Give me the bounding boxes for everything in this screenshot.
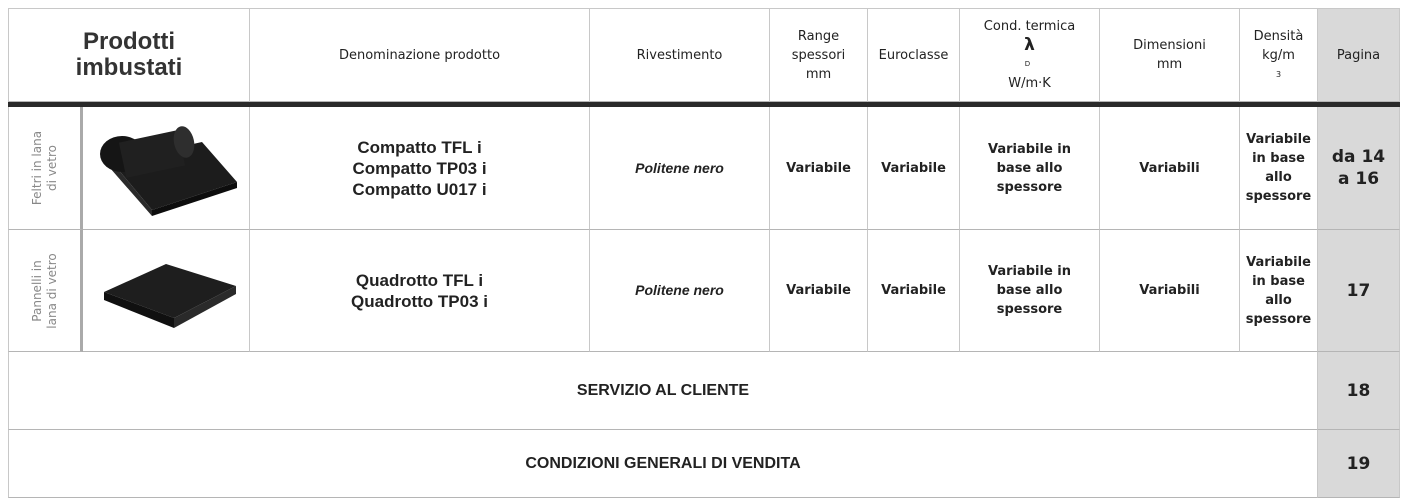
density-line: in base <box>1252 273 1305 289</box>
title-line: Prodotti <box>83 28 175 55</box>
product-image-roll <box>92 122 242 221</box>
euroclass-text: Variabile <box>881 160 946 176</box>
density-line: Variabile <box>1246 132 1311 147</box>
thickness-text: Variabile <box>786 283 851 298</box>
conductivity-line: base allo <box>996 160 1063 176</box>
superscript: 3 <box>1275 69 1282 79</box>
page-number: a 16 <box>1337 169 1380 189</box>
lambda-symbol: λ <box>1024 35 1035 55</box>
coating-text: Politene nero <box>635 159 724 176</box>
product-image-panel <box>96 252 241 341</box>
category-label: Feltri in lana di vetro <box>30 131 60 205</box>
density-line: allo <box>1265 292 1292 308</box>
product-name: Compatto U017 i <box>352 179 487 199</box>
header-text: Densità <box>1253 28 1304 44</box>
product-name: Quadrotto TFL i <box>355 270 484 290</box>
category-line: Feltri in lana <box>29 130 44 206</box>
header-cell: Denominazione prodotto <box>250 8 590 102</box>
category-line: Pannelli in <box>29 259 44 322</box>
product-name: Compatto TFL i <box>357 137 482 157</box>
header-cell: Dimensioni mm <box>1100 8 1240 102</box>
header-title: Prodotti imbustati <box>8 8 250 102</box>
title-line: imbustati <box>75 54 183 81</box>
conductivity-line: base allo <box>996 283 1063 298</box>
thickness-text: Variabile <box>786 160 851 176</box>
coating-cell: Politene nero <box>590 107 770 230</box>
product-name: Quadrotto TP03 i <box>351 291 488 311</box>
footer-page-cell: 18 <box>1318 352 1400 430</box>
category-cell: Feltri in lana di vetro <box>8 107 83 230</box>
image-cell <box>83 230 250 352</box>
conductivity-line: Variabile in <box>987 264 1072 279</box>
density-line: spessore <box>1245 189 1312 204</box>
page-number: 18 <box>1346 380 1371 401</box>
category-line: di vetro <box>44 145 59 191</box>
footer-label: CONDIZIONI GENERALI DI VENDITA <box>525 455 801 472</box>
dimensions-cell: Variabili <box>1100 107 1240 230</box>
footer-label-cell: SERVIZIO AL CLIENTE <box>8 352 1318 430</box>
footer-page-cell: 19 <box>1318 430 1400 498</box>
header-text: mm <box>1156 57 1183 72</box>
header-divider <box>8 102 1400 107</box>
header-text: Range <box>797 28 840 44</box>
header-cell: Cond. termica λ D W/m·K <box>960 8 1100 102</box>
euroclass-text: Variabile <box>881 283 946 298</box>
density-line: allo <box>1265 170 1292 185</box>
header-text: Euroclasse <box>878 47 949 63</box>
euroclass-cell: Variabile <box>868 230 960 352</box>
header-cell: Euroclasse <box>868 8 960 102</box>
conductivity-line: Variabile in <box>987 141 1072 157</box>
header-text: Cond. termica <box>983 19 1076 34</box>
roll-illustration <box>100 126 237 216</box>
header-text: spessori <box>791 47 846 63</box>
density-cell: Variabile in base allo spessore <box>1240 230 1318 352</box>
page-cell: 17 <box>1318 230 1400 352</box>
category-line: lana di vetro <box>44 252 59 329</box>
category-label: Pannelli in lana di vetro <box>30 253 60 328</box>
product-cell: Quadrotto TFL i Quadrotto TP03 i <box>250 230 590 352</box>
density-line: spessore <box>1245 311 1312 327</box>
header-text: Dimensioni <box>1133 38 1206 53</box>
density-line: in base <box>1252 151 1305 166</box>
conductivity-cell: Variabile in base allo spessore <box>960 230 1100 352</box>
header-cell: Pagina <box>1318 8 1400 102</box>
category-cell: Pannelli in lana di vetro <box>8 230 83 352</box>
header-text: kg/m <box>1262 47 1295 63</box>
density-cell: Variabile in base allo spessore <box>1240 107 1318 230</box>
thickness-cell: Variabile <box>770 230 868 352</box>
image-cell <box>83 107 250 230</box>
page-number: da 14 <box>1331 147 1386 167</box>
header-text: W/m·K <box>1008 76 1051 91</box>
header-text: Denominazione prodotto <box>338 47 501 63</box>
page-number: 17 <box>1346 280 1371 301</box>
footer-label-cell: CONDIZIONI GENERALI DI VENDITA <box>8 430 1318 498</box>
header-unit-line: kg/m 3 <box>1262 46 1295 84</box>
product-name: Compatto TP03 i <box>352 158 487 178</box>
coating-text: Politene nero <box>635 282 724 298</box>
product-cell: Compatto TFL i Compatto TP03 i Compatto U0… <box>250 107 590 230</box>
euroclass-cell: Variabile <box>868 107 960 230</box>
page-cell: da 14 a 16 <box>1318 107 1400 230</box>
header-cell: Range spessori mm <box>770 8 868 102</box>
conductivity-line: spessore <box>996 302 1063 317</box>
dimensions-text: Variabili <box>1139 160 1200 176</box>
header-text: Pagina <box>1336 47 1381 63</box>
footer-label: SERVIZIO AL CLIENTE <box>576 382 750 399</box>
conductivity-cell: Variabile in base allo spessore <box>960 107 1100 230</box>
panel-illustration <box>104 264 236 328</box>
dimensions-cell: Variabili <box>1100 230 1240 352</box>
header-unit-line: λ D W/m·K <box>1008 36 1051 93</box>
thickness-cell: Variabile <box>770 107 868 230</box>
header-text: mm <box>805 66 832 82</box>
density-line: Variabile <box>1246 254 1311 270</box>
page-number: 19 <box>1346 453 1371 474</box>
dimensions-text: Variabili <box>1139 283 1200 298</box>
header-cell: Rivestimento <box>590 8 770 102</box>
coating-cell: Politene nero <box>590 230 770 352</box>
lambda-subscript: D <box>1024 60 1031 68</box>
header-text: Rivestimento <box>636 47 723 63</box>
conductivity-line: spessore <box>996 179 1063 195</box>
header-cell: Densità kg/m 3 <box>1240 8 1318 102</box>
